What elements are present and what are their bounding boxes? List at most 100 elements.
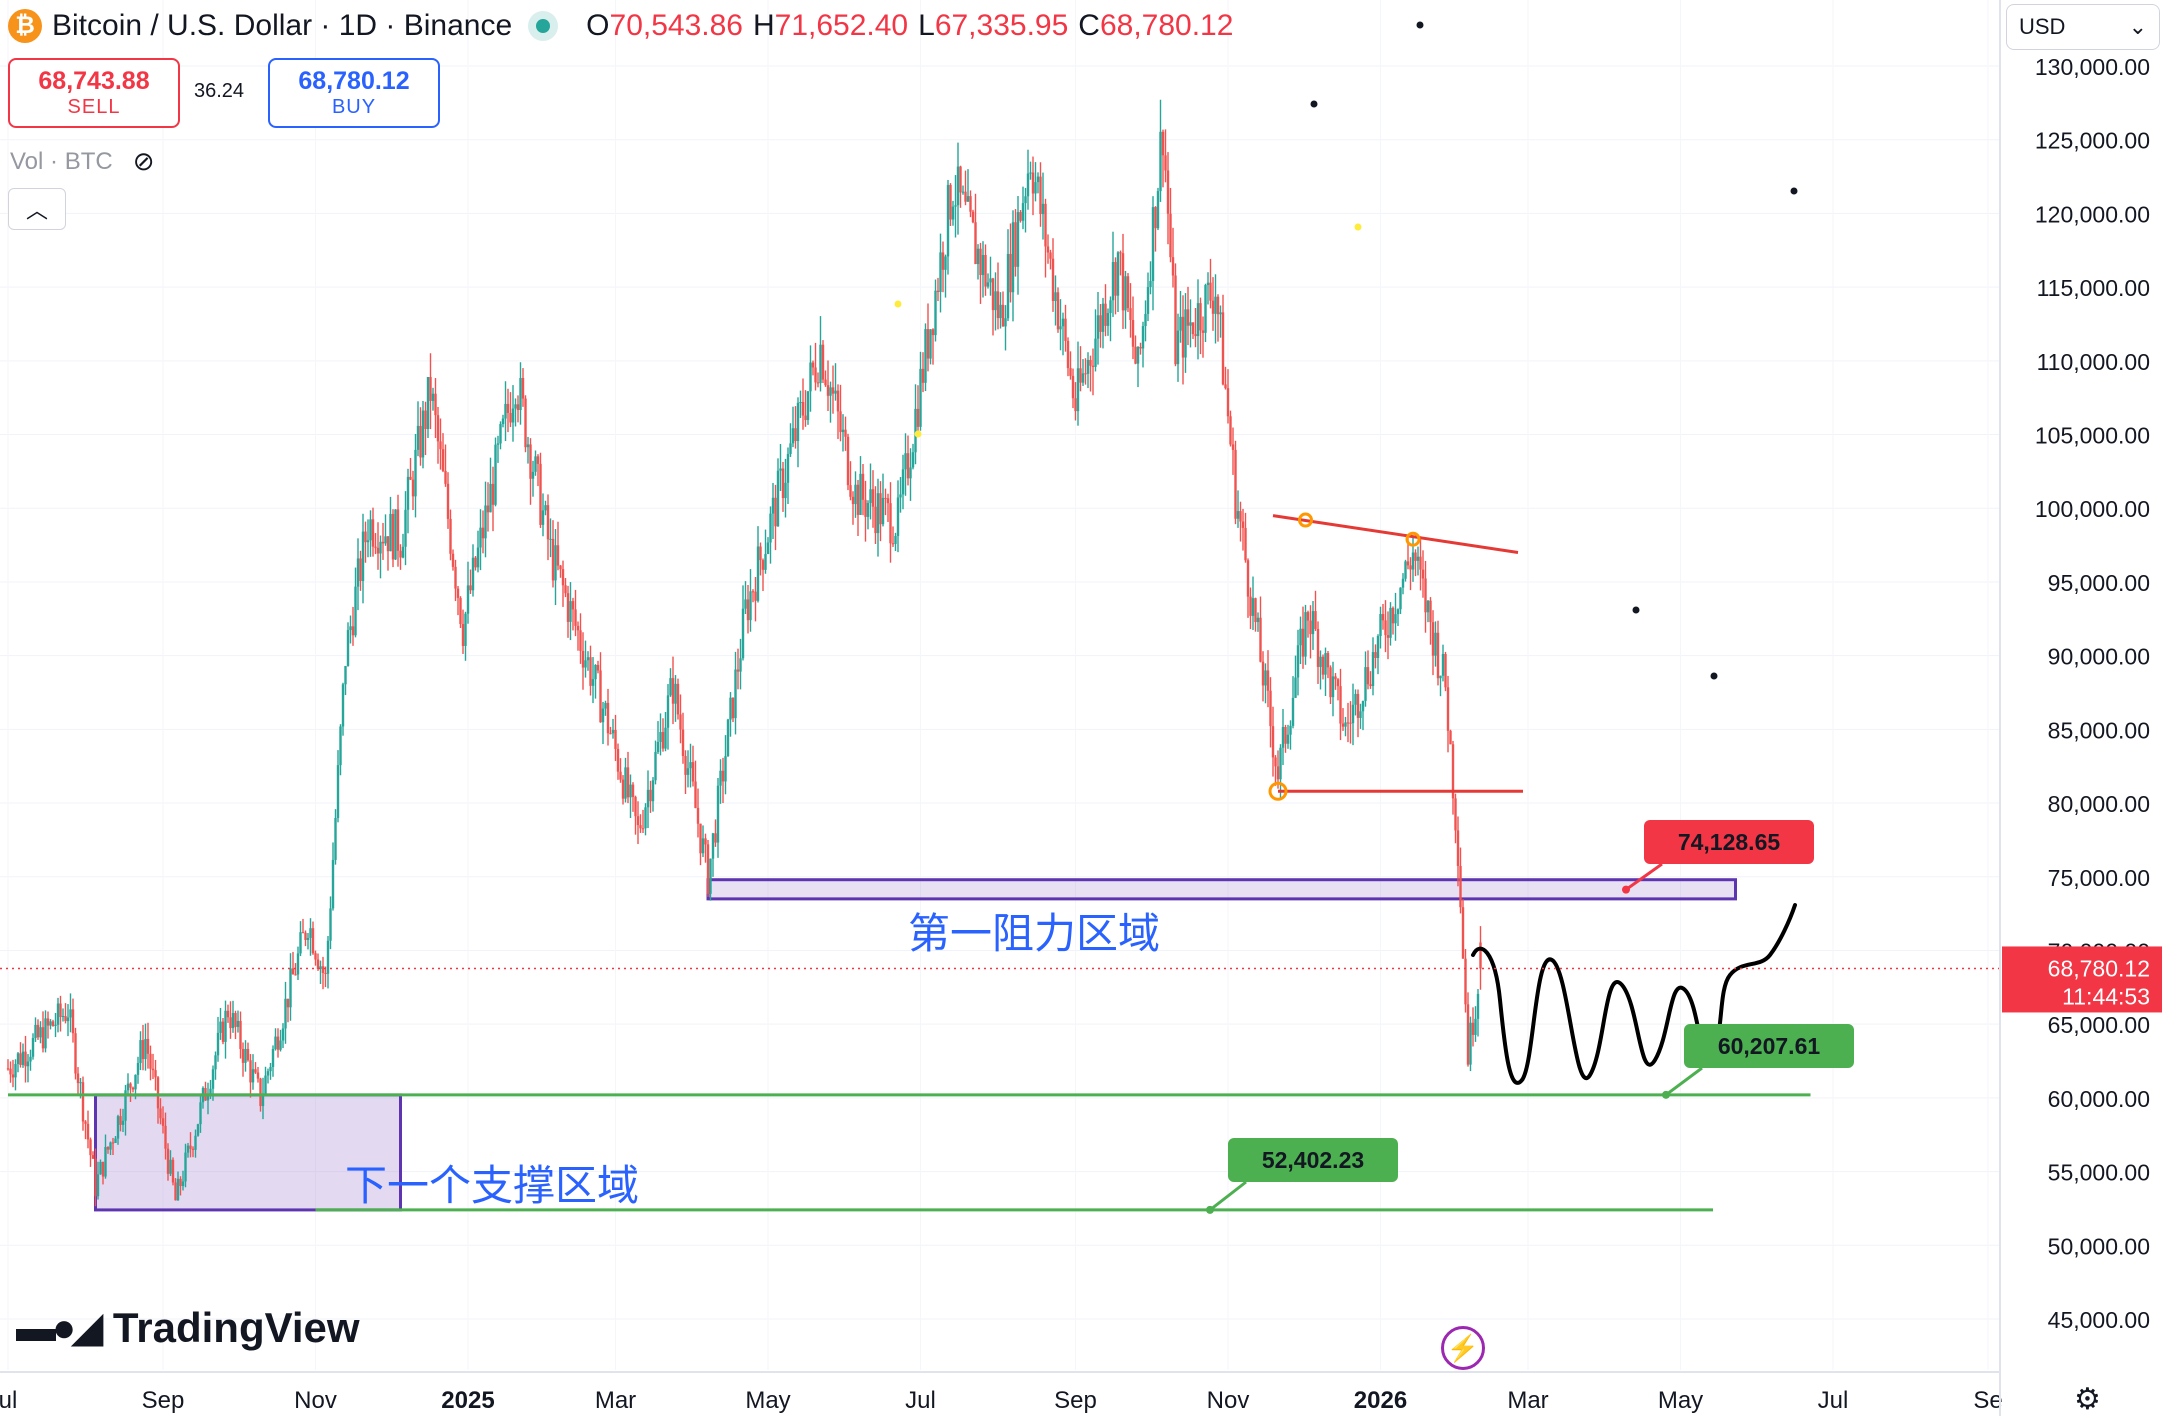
candle-body bbox=[801, 402, 805, 416]
chart-settings-icon[interactable]: ⚙ bbox=[2074, 1383, 2101, 1416]
sell-button[interactable]: 68,743.88 SELL bbox=[8, 58, 180, 128]
candle-body bbox=[1146, 287, 1150, 314]
candle-body bbox=[26, 1061, 30, 1067]
candle-body bbox=[1449, 730, 1452, 745]
candle-body bbox=[64, 1016, 67, 1022]
volume-indicator[interactable]: Vol · BTC ⊘ bbox=[10, 146, 155, 177]
buy-button[interactable]: 68,780.12 BUY bbox=[268, 58, 440, 128]
candle-body bbox=[1199, 303, 1202, 331]
triangle-top-line bbox=[1272, 514, 1519, 554]
candle-body bbox=[746, 599, 750, 621]
candle-body bbox=[856, 484, 860, 515]
candle-body bbox=[939, 252, 942, 292]
candle-body bbox=[1316, 628, 1320, 667]
candle-body bbox=[364, 531, 367, 543]
eye-hidden-icon[interactable]: ⊘ bbox=[132, 146, 155, 176]
candle-body bbox=[626, 767, 630, 798]
candle-body bbox=[1091, 365, 1095, 367]
candle-body bbox=[1339, 686, 1342, 724]
candle-body bbox=[679, 714, 682, 730]
candle-body bbox=[189, 1145, 192, 1149]
candle-body bbox=[461, 624, 465, 646]
candle-body bbox=[61, 1016, 65, 1018]
candle-body bbox=[324, 972, 327, 974]
candle-body bbox=[259, 1078, 262, 1107]
currency-select[interactable]: USD ⌄ bbox=[2006, 4, 2160, 50]
candle-body bbox=[1079, 368, 1082, 383]
candle-body bbox=[1404, 561, 1407, 579]
candle-body bbox=[1306, 612, 1310, 621]
candle-body bbox=[151, 1068, 155, 1071]
candle-body bbox=[1019, 212, 1022, 221]
candle-body bbox=[316, 959, 320, 970]
collapse-button[interactable]: ︿ bbox=[8, 188, 66, 230]
candle-body bbox=[904, 453, 907, 470]
candle-body bbox=[759, 546, 762, 561]
candle-body bbox=[339, 726, 342, 766]
candle-body bbox=[6, 1068, 10, 1070]
candle-body bbox=[171, 1159, 175, 1183]
candle-body bbox=[556, 545, 560, 566]
candle-body bbox=[1156, 191, 1160, 229]
candle-body bbox=[961, 191, 965, 193]
x-tick-label: 2026 bbox=[1354, 1387, 1407, 1414]
candle-body bbox=[1439, 675, 1442, 679]
buy-price: 68,780.12 bbox=[298, 67, 410, 95]
candle-body bbox=[124, 1090, 127, 1121]
candle-body bbox=[391, 513, 395, 560]
candle-body bbox=[254, 1069, 257, 1073]
candle-body bbox=[739, 658, 742, 672]
candle-body bbox=[141, 1040, 145, 1060]
candle-body bbox=[1204, 285, 1207, 333]
candle-body bbox=[1016, 212, 1020, 267]
candle-body bbox=[381, 541, 385, 544]
candle-body bbox=[1426, 600, 1430, 613]
buy-label: BUY bbox=[331, 96, 377, 118]
candle-body bbox=[1414, 552, 1417, 561]
candle-body bbox=[941, 252, 945, 270]
lightning-icon[interactable]: ⚡ bbox=[1441, 1326, 1485, 1370]
candle-body bbox=[1476, 993, 1480, 1019]
candle-body bbox=[574, 609, 577, 626]
candle-body bbox=[174, 1182, 177, 1201]
candle-body bbox=[334, 817, 337, 860]
candle-body bbox=[1409, 565, 1412, 570]
candle-body bbox=[134, 1074, 137, 1090]
candle-body bbox=[1219, 312, 1222, 315]
marker-dot bbox=[1354, 223, 1362, 231]
candle-body bbox=[1311, 611, 1315, 635]
candle-body bbox=[486, 505, 490, 513]
candle-body bbox=[96, 1174, 100, 1197]
candle-body bbox=[886, 498, 890, 504]
candle-body bbox=[99, 1161, 102, 1175]
price-label-box bbox=[1644, 820, 1814, 864]
candle-body bbox=[494, 444, 497, 505]
candle-body bbox=[1201, 330, 1205, 333]
symbol-title[interactable]: Bitcoin / U.S. Dollar · 1D · Binance bbox=[52, 9, 513, 42]
candle-body bbox=[104, 1147, 107, 1177]
candle-body bbox=[816, 382, 820, 384]
candle-body bbox=[934, 290, 937, 336]
candle-body bbox=[1266, 670, 1270, 691]
marker-dot bbox=[1710, 672, 1718, 680]
candle-body bbox=[336, 765, 340, 818]
candle-body bbox=[284, 998, 287, 1029]
price-label-pointer bbox=[1665, 1066, 1703, 1097]
x-tick-label: May bbox=[1658, 1387, 1703, 1414]
candle-body bbox=[1159, 131, 1162, 192]
candle-body bbox=[549, 538, 552, 540]
candle-body bbox=[416, 425, 420, 450]
support-zone bbox=[94, 1093, 402, 1212]
candle-body bbox=[296, 953, 300, 975]
candle-body bbox=[1304, 612, 1307, 657]
candle-body bbox=[19, 1053, 22, 1065]
candle-body bbox=[401, 546, 405, 558]
candle-body bbox=[846, 436, 850, 486]
candle-body bbox=[526, 444, 530, 448]
candle-body bbox=[441, 449, 445, 471]
candle-body bbox=[434, 393, 437, 416]
candle-body bbox=[1469, 1022, 1472, 1065]
candle-body bbox=[164, 1125, 167, 1149]
x-tick-label: 2025 bbox=[441, 1387, 494, 1414]
